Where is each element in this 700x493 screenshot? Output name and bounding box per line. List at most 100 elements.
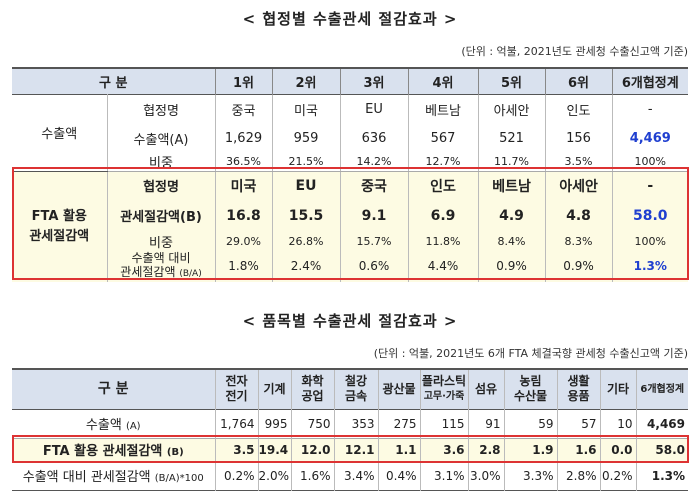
table1-unit: (단위 : 억불, 2021년도 관세청 수출신고액 기준) — [461, 45, 688, 58]
header-line: 전기 — [225, 389, 248, 404]
cell: 12.7% — [407, 152, 479, 172]
table-row: 수출액 대비 관세절감액 (B/A) 1.8% 2.4% 0.6% 4.4% 0.9% 0.9… — [12, 250, 689, 282]
cell: 3.5 — [214, 438, 258, 461]
cell: 중국 — [339, 171, 409, 200]
cell: 3.3% — [503, 461, 557, 490]
cell: 1.6% — [290, 461, 334, 490]
header-cell: 광산물 — [377, 369, 420, 409]
cell: 4,469 — [611, 125, 689, 152]
cell: 15.7% — [339, 231, 409, 251]
cell: 0.4% — [377, 461, 420, 490]
cell: 16.8 — [214, 199, 273, 232]
header-row: 구 분 1위 2위 3위 4위 5위 6위 6개협정계 — [12, 68, 689, 94]
cell: 3.1% — [419, 461, 468, 490]
row-label: 관세절감액(B) — [106, 199, 216, 232]
cell: EU — [271, 171, 341, 200]
header-cell: 생활 용품 — [556, 369, 600, 409]
header-cell: 2위 — [271, 68, 341, 94]
table-row: 비중 29.0% 26.8% 15.7% 11.8% 8.4% 8.3% 100% — [12, 231, 689, 251]
label-text: (B/A) — [179, 269, 202, 279]
label-suffix: (A) — [125, 421, 141, 432]
cell: 11.7% — [477, 152, 546, 172]
cell: 중국 — [214, 94, 273, 125]
row-label: 수출액(A) — [106, 125, 216, 152]
header-cell: 6개협정계 — [611, 68, 689, 94]
cell: 1.6 — [556, 438, 600, 461]
cell: 29.0% — [214, 231, 273, 251]
cell: 57 — [556, 409, 600, 438]
cell: 750 — [290, 409, 334, 438]
agreement-savings-table: 구 분 1위 2위 3위 4위 5위 6위 6개협정계 수출액 협정명 중국 미국 EU… — [12, 67, 689, 282]
cell: 2.4% — [271, 250, 341, 282]
cell: 636 — [339, 125, 409, 152]
cell: - — [611, 94, 689, 125]
header-cell: 4위 — [407, 68, 479, 94]
item-savings-table: 구 분 전자 전기 기계 화학 공업 철강 금속 광산물 플라스틱 고무·가죽 섬유 농림 수산물 생활 용… — [12, 368, 688, 491]
header-cell: 6위 — [544, 68, 613, 94]
cell: 미국 — [271, 94, 341, 125]
table-row: 수출액(A) 1,629 959 636 567 521 156 4,469 — [12, 125, 689, 152]
cell: 353 — [333, 409, 378, 438]
header-cell: 구 분 — [12, 68, 216, 94]
row-label: 협정명 — [106, 171, 216, 200]
header-cell: 1위 — [214, 68, 273, 94]
cell: 3.4% — [333, 461, 378, 490]
row-label: 비중 — [106, 152, 216, 172]
label-line: 수출액 대비 — [131, 251, 191, 265]
cell: EU — [339, 94, 409, 125]
row-group-label: 수출액 — [12, 94, 107, 172]
cell: 1.8% — [214, 250, 273, 282]
cell: 1,764 — [214, 409, 258, 438]
row-label: 수출액 대비 관세절감액 (B/A)*100 — [12, 461, 215, 490]
label-text: 수출액 — [85, 418, 122, 433]
cell: 2.0% — [257, 461, 291, 490]
cell: 959 — [271, 125, 341, 152]
cell: 100% — [611, 152, 689, 172]
row-label: 수출액 (A) — [12, 409, 215, 438]
table-row: 관세절감액(B) 16.8 15.5 9.1 6.9 4.9 4.8 58.0 — [12, 199, 689, 232]
cell: 12.0 — [290, 438, 334, 461]
cell: 인도 — [544, 94, 613, 125]
header-line: 기타 — [606, 381, 630, 396]
label-line: 관세절감액 — [29, 228, 90, 244]
label-text: 관세절감액 — [120, 265, 176, 279]
cell: 11.8% — [407, 231, 479, 251]
cell: 4.4% — [407, 250, 479, 282]
header-cell: 3위 — [339, 68, 409, 94]
cell: 1.1 — [377, 438, 420, 461]
header-cell: 기계 — [257, 369, 291, 409]
cell: 91 — [467, 409, 504, 438]
cell: 베트남 — [477, 171, 546, 200]
row-label: FTA 활용 관세절감액 (B) — [12, 438, 215, 461]
cell: 아세안 — [544, 171, 613, 200]
cell: 베트남 — [407, 94, 479, 125]
cell: 21.5% — [271, 152, 341, 172]
cell: 인도 — [407, 171, 479, 200]
cell: 14.2% — [339, 152, 409, 172]
table2-unit: (단위 : 억불, 2021년도 6개 FTA 체결국향 관세청 수출신고액 기… — [373, 347, 688, 360]
cell: - — [611, 171, 689, 200]
label-suffix: (B) — [166, 447, 184, 458]
cell: 1.9 — [503, 438, 557, 461]
cell: 0.0 — [599, 438, 636, 461]
cell: 156 — [544, 125, 613, 152]
header-line: 전자 — [225, 374, 248, 389]
cell: 115 — [419, 409, 468, 438]
cell: 9.1 — [339, 199, 409, 232]
row-label: 협정명 — [106, 94, 216, 125]
cell: 2.8% — [556, 461, 600, 490]
label-line: FTA 활용 — [31, 208, 87, 224]
cell: 0.2% — [599, 461, 636, 490]
header-cell: 5위 — [477, 68, 546, 94]
header-line: 공업 — [301, 389, 324, 404]
table1-title: < 협정별 수출관세 절감효과 > — [242, 10, 458, 28]
cell: 995 — [257, 409, 291, 438]
cell: 0.2% — [214, 461, 258, 490]
header-cell: 플라스틱 고무·가죽 — [419, 369, 468, 409]
table-row: 수출액 (A) 1,764 995 750 353 275 115 91 59 57 10 4,469 — [12, 409, 688, 438]
cell: 1.3% — [611, 250, 689, 282]
cell: 6.9 — [407, 199, 479, 232]
cell: 58.0 — [635, 438, 688, 461]
label-text: FTA 활용 관세절감액 — [42, 444, 163, 459]
cell: 521 — [477, 125, 546, 152]
